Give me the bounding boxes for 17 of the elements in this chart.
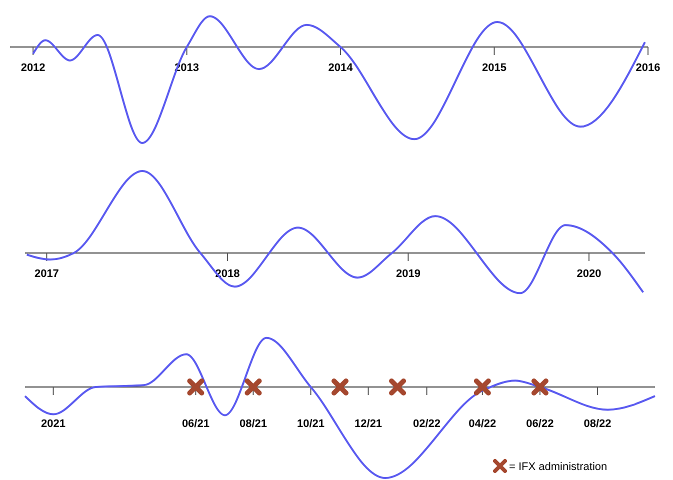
x-tick-label: 2019	[396, 268, 420, 280]
x-tick-label: 02/22	[413, 418, 441, 430]
x-tick-label: 2021	[41, 418, 66, 430]
x-tick-label: 10/21	[297, 418, 325, 430]
x-tick-label: 06/21	[182, 418, 210, 430]
x-tick-label: 12/21	[354, 418, 382, 430]
legend-label: = IFX administration	[509, 461, 608, 473]
x-tick-label: 2020	[576, 268, 602, 280]
x-tick-label: 2014	[328, 62, 354, 74]
x-tick-label: 2015	[482, 62, 507, 74]
x-tick-label: 2012	[20, 62, 46, 74]
x-tick-label: 06/22	[526, 418, 554, 430]
x-tick-label: 2017	[34, 268, 59, 280]
x-tick-label: 2016	[636, 62, 660, 74]
x-tick-label: 04/22	[468, 418, 496, 430]
x-tick-label: 08/22	[584, 418, 612, 430]
x-tick-label: 08/21	[239, 418, 267, 430]
